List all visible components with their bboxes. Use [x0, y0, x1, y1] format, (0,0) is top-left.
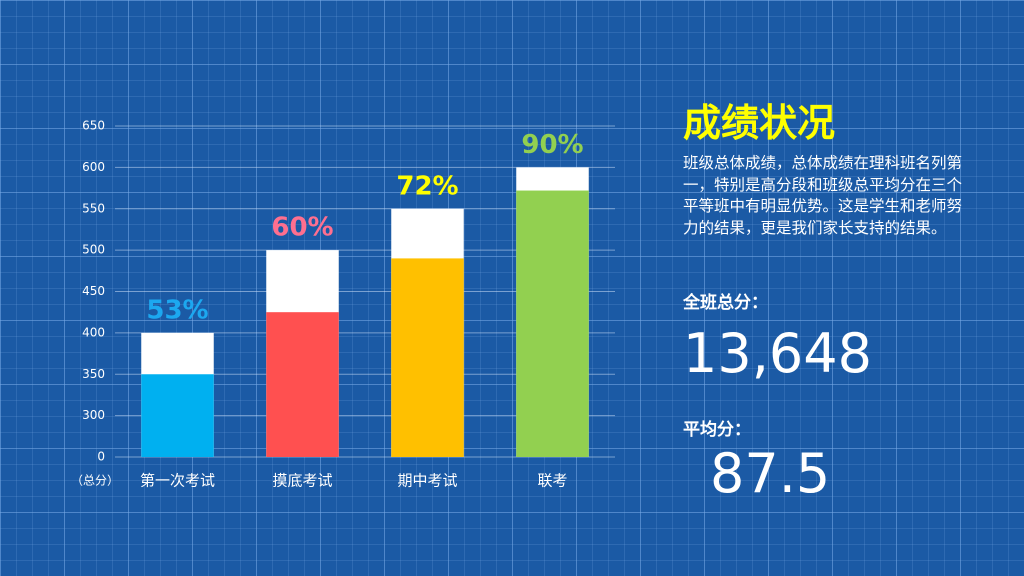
x-tick-label: 第一次考试	[140, 472, 215, 490]
chart: （总分） 0 300 350 400 450 500 550 600 650 第一次考试 53% 摸底…	[71, 119, 615, 490]
bar	[266, 312, 339, 457]
average-value: 87.5	[710, 442, 831, 505]
y-tick-label: 600	[82, 160, 105, 174]
bar	[516, 190, 589, 458]
percent-label: 60%	[271, 213, 333, 243]
y-tick-label: 350	[82, 367, 105, 381]
x-tick-label: 联考	[537, 472, 567, 490]
y-tick-label: 650	[82, 119, 105, 133]
y-tick-label: 500	[82, 243, 105, 257]
percent-label: 90%	[521, 130, 583, 160]
y-tick-label: 450	[82, 284, 105, 298]
y-tick-label: 400	[82, 325, 105, 339]
y-tick-label: 550	[82, 201, 105, 215]
total-label: 全班总分：	[683, 293, 768, 313]
x-tick-label: 摸底考试	[272, 472, 332, 490]
percent-label: 53%	[146, 295, 208, 325]
y-tick-label: 300	[82, 408, 105, 422]
percent-label: 72%	[396, 171, 458, 201]
y-unit-label: （总分）	[71, 474, 119, 488]
average-label: 平均分：	[683, 420, 751, 440]
bar	[391, 258, 464, 457]
total-value: 13,648	[683, 322, 872, 385]
panel-title: 成绩状况	[683, 101, 836, 145]
description: 班级总体成绩，总体成绩在理科班名列第一，特别是高分段和班级总平均分在三个平等班中…	[683, 154, 963, 238]
y-tick-label: 0	[97, 450, 105, 464]
x-tick-label: 期中考试	[397, 472, 457, 490]
bar	[141, 374, 214, 457]
